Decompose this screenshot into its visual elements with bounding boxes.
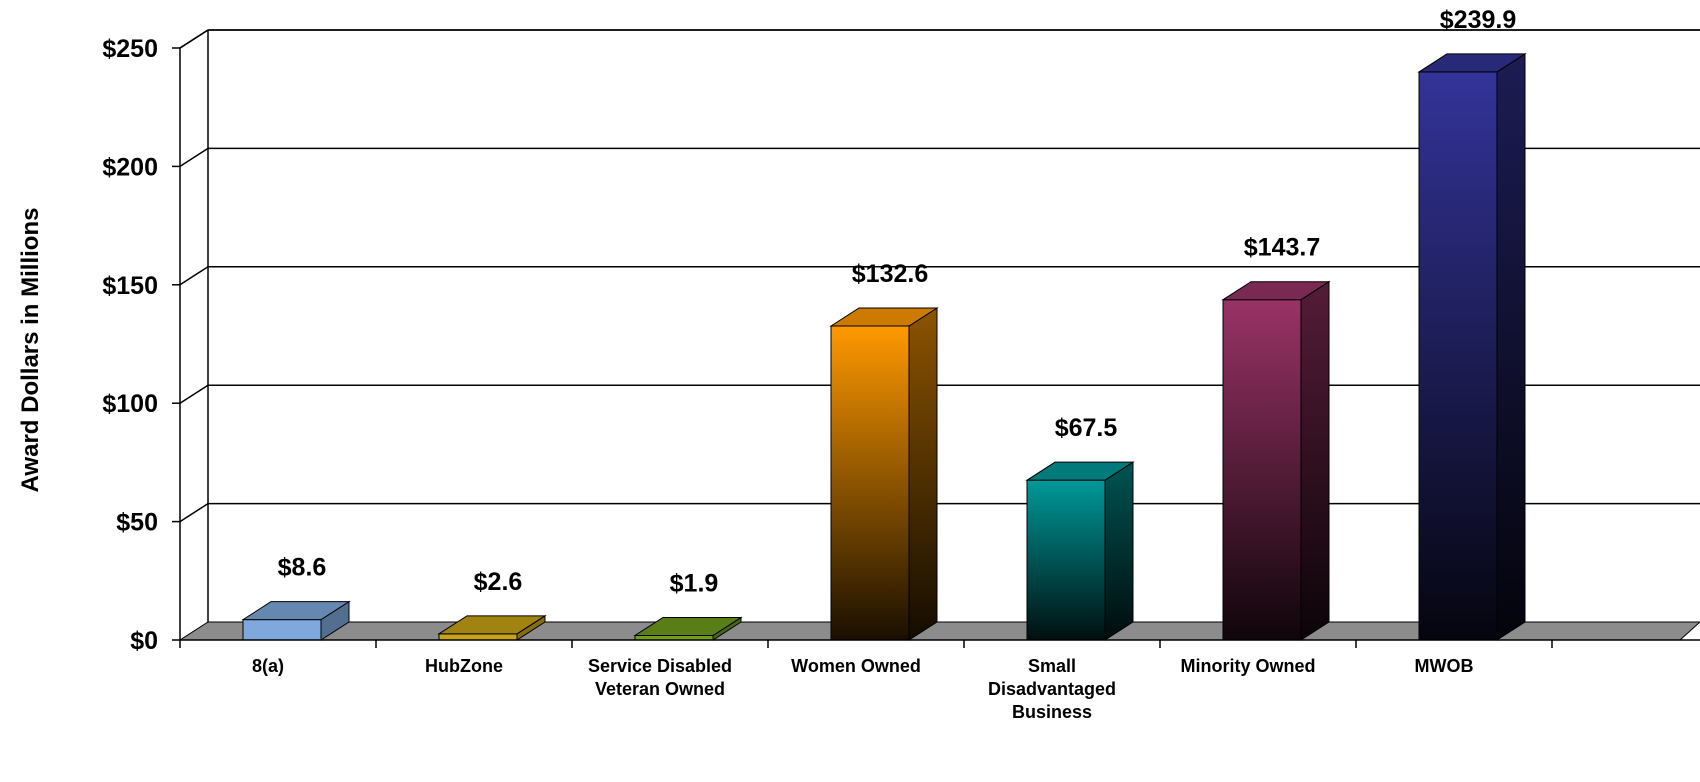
x-tick-label: HubZone (425, 656, 503, 676)
x-tick-label-line: Women Owned (791, 656, 921, 676)
bar-top-face (1221, 281, 1331, 301)
data-label: $1.9 (670, 570, 719, 598)
x-tick-label: Service Disabled Veteran Owned (588, 656, 732, 699)
bar-top-face (241, 601, 351, 621)
x-axis: 8(a) HubZone Service Disabled Veteran Owned… (179, 639, 1700, 722)
bar-front-face (242, 619, 322, 641)
data-label: $67.5 (1055, 414, 1118, 442)
bar-1 (241, 600, 351, 641)
data-label: $143.7 (1244, 234, 1320, 262)
bar-side-face (1496, 53, 1526, 641)
x-tick-label-line: Service Disabled (588, 656, 732, 676)
y-tick-label: $250 (102, 35, 158, 63)
bar-front-face (830, 325, 910, 641)
bar-top-face (633, 617, 743, 637)
bar-4 (829, 307, 939, 641)
bar-5 (1025, 461, 1135, 641)
y-tick-label: $100 (102, 390, 158, 418)
x-tick-label-line: 8(a) (252, 656, 284, 676)
y-axis: $0 $50 $100 $150 $200 $250 (102, 35, 181, 655)
grid-lines (179, 29, 1700, 622)
data-label: $2.6 (474, 568, 523, 596)
x-tick-label-line: Veteran Owned (595, 679, 725, 699)
x-tick-label: Women Owned (791, 656, 921, 676)
x-tick-label-line: Minority Owned (1181, 656, 1316, 676)
grid-line-side (179, 384, 209, 404)
bar-side-face (1300, 280, 1330, 641)
bar-top-face (829, 307, 939, 327)
bar-3 (633, 616, 743, 641)
x-tick-label: Small Disadvantaged Business (988, 656, 1116, 722)
x-tick-label-line: Small (1028, 656, 1076, 676)
bar-7 (1417, 53, 1527, 641)
x-tick-label-line: MWOB (1415, 656, 1474, 676)
data-labels: $8.6 $2.6 $1.9 $132.6 $67.5 $143.7 $239.9 (278, 6, 1517, 598)
x-tick-label-line: Disadvantaged (988, 679, 1116, 699)
bar-front-face (438, 633, 518, 641)
data-label: $239.9 (1440, 6, 1516, 34)
x-tick-label: MWOB (1415, 656, 1474, 676)
y-axis-title: Award Dollars in Millions (17, 208, 44, 493)
grid-line-side (179, 502, 209, 523)
x-tick-label-line: HubZone (425, 656, 503, 676)
bar-front-face (1222, 299, 1302, 641)
data-label: $132.6 (852, 260, 928, 288)
x-tick-label: Minority Owned (1181, 656, 1316, 676)
x-tick-label: 8(a) (252, 656, 284, 676)
grid-line-side (179, 266, 209, 286)
grid-line-side (179, 29, 209, 49)
x-tick-label-line: Business (1012, 702, 1092, 722)
bar-top-face (437, 615, 547, 635)
bar-top-face (1025, 461, 1135, 481)
y-tick-label: $50 (116, 509, 158, 537)
bar-front-face (1418, 71, 1498, 641)
y-tick-label: $0 (130, 627, 158, 655)
data-label: $8.6 (278, 554, 327, 582)
y-tick-label: $200 (102, 153, 158, 181)
bar-6 (1221, 280, 1331, 641)
bar-front-face (1026, 479, 1106, 641)
bar-top-face (1417, 53, 1527, 73)
bar-side-face (1104, 461, 1134, 641)
y-tick-label: $150 (102, 272, 158, 300)
grid-line-side (179, 147, 209, 168)
bar-side-face (908, 307, 938, 641)
bars (241, 53, 1527, 641)
bar-2 (437, 614, 547, 641)
